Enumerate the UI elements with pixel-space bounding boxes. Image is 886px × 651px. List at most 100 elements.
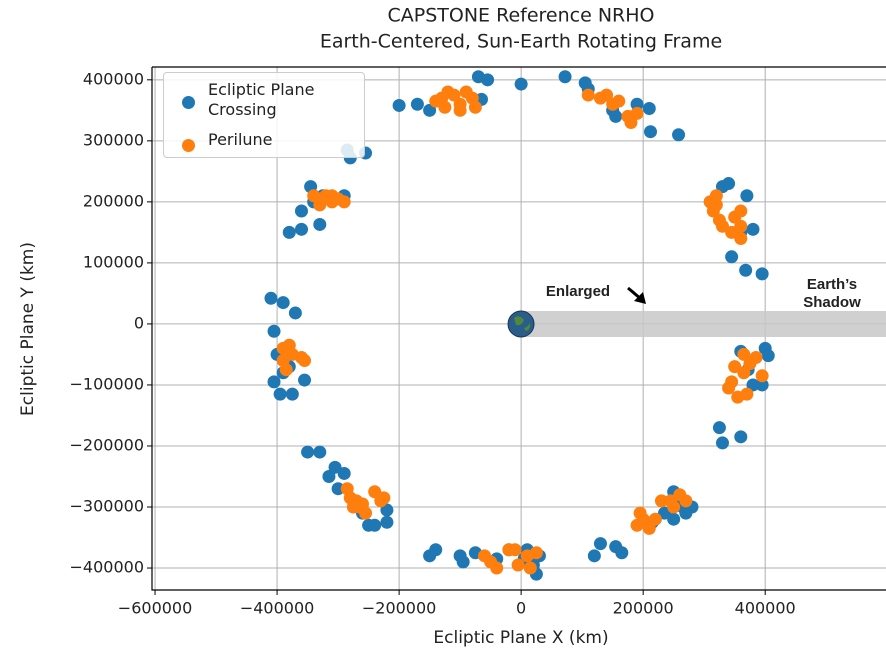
x-tick-label: 400000 [735,599,796,618]
points [264,70,775,581]
point [654,494,668,508]
point [581,88,595,102]
point [624,116,638,130]
point [456,555,470,569]
point [313,445,327,459]
point [481,73,495,87]
point [298,354,312,368]
point [264,291,278,305]
point [273,387,287,401]
point [294,222,308,236]
point [441,85,455,99]
point [337,195,351,209]
point [722,177,736,191]
point [325,189,339,203]
point [380,515,394,529]
y-tick-label: −200000 [70,435,144,454]
point [346,500,360,514]
point [725,250,739,264]
point [328,460,342,474]
point [423,103,437,117]
point [490,561,504,575]
point [609,109,623,123]
point [368,485,382,499]
point [267,324,281,338]
point [755,378,769,392]
point [761,349,775,363]
point [755,369,769,383]
point [648,512,662,526]
point [337,466,351,480]
point [288,306,302,320]
point [514,77,528,91]
point [734,430,748,444]
point [276,296,290,310]
y-tick-label: −400000 [70,558,144,577]
point [728,360,742,374]
point [633,506,647,520]
point [725,225,739,239]
point [679,506,693,520]
point [468,100,482,114]
point [630,106,644,120]
point [282,225,296,239]
point [380,503,394,517]
point [313,198,327,212]
earth-shadow [521,311,886,337]
y-tick-label: 200000 [83,191,144,210]
x-tick-label: −200000 [362,599,436,618]
point [755,267,769,281]
point [587,549,601,563]
point [737,347,751,361]
point [600,88,614,102]
x-tick-label: 0 [516,599,526,618]
annotation: Enlarged [546,283,610,300]
point [643,125,657,139]
point [438,100,452,114]
point [374,494,388,508]
y-tick-label: 300000 [83,130,144,149]
point [642,521,656,535]
legend-marker [182,96,195,109]
legend-label: Ecliptic Plane Crossing [208,80,315,119]
point [642,101,656,115]
frame: −600000 −400000 −200000 0 200000 400000 −40000… [70,66,886,618]
point [593,537,607,551]
point [453,103,467,117]
legend: Ecliptic Plane Crossing Perilune [163,72,365,158]
point [298,373,312,387]
y-axis-label: Ecliptic Plane Y (km) [18,242,38,416]
point [511,558,525,572]
chart-subtitle: Earth-Centered, Sun-Earth Rotating Frame [320,31,722,53]
point [429,543,443,557]
point [706,204,720,218]
point [679,494,693,508]
point [359,506,373,520]
y-tick-label: 400000 [83,69,144,88]
point [313,217,327,231]
point [285,387,299,401]
point [301,445,315,459]
point [722,381,736,395]
point [410,97,424,111]
point [667,500,681,514]
point [523,561,537,575]
y-tick-label: −300000 [70,497,144,516]
point [392,98,406,112]
point [630,97,644,111]
x-axis-label: Ecliptic Plane X (km) [433,628,608,648]
point [558,70,572,84]
y-tick-label: −100000 [70,374,144,393]
point [740,387,754,401]
legend-marker [182,139,195,152]
x-tick-label: 200000 [613,599,674,618]
point [739,263,753,277]
point [612,94,626,108]
point [709,189,723,203]
point [712,421,726,435]
point [331,482,345,496]
point [368,518,382,532]
point [737,366,751,380]
annotation: Earth’s [807,276,857,293]
